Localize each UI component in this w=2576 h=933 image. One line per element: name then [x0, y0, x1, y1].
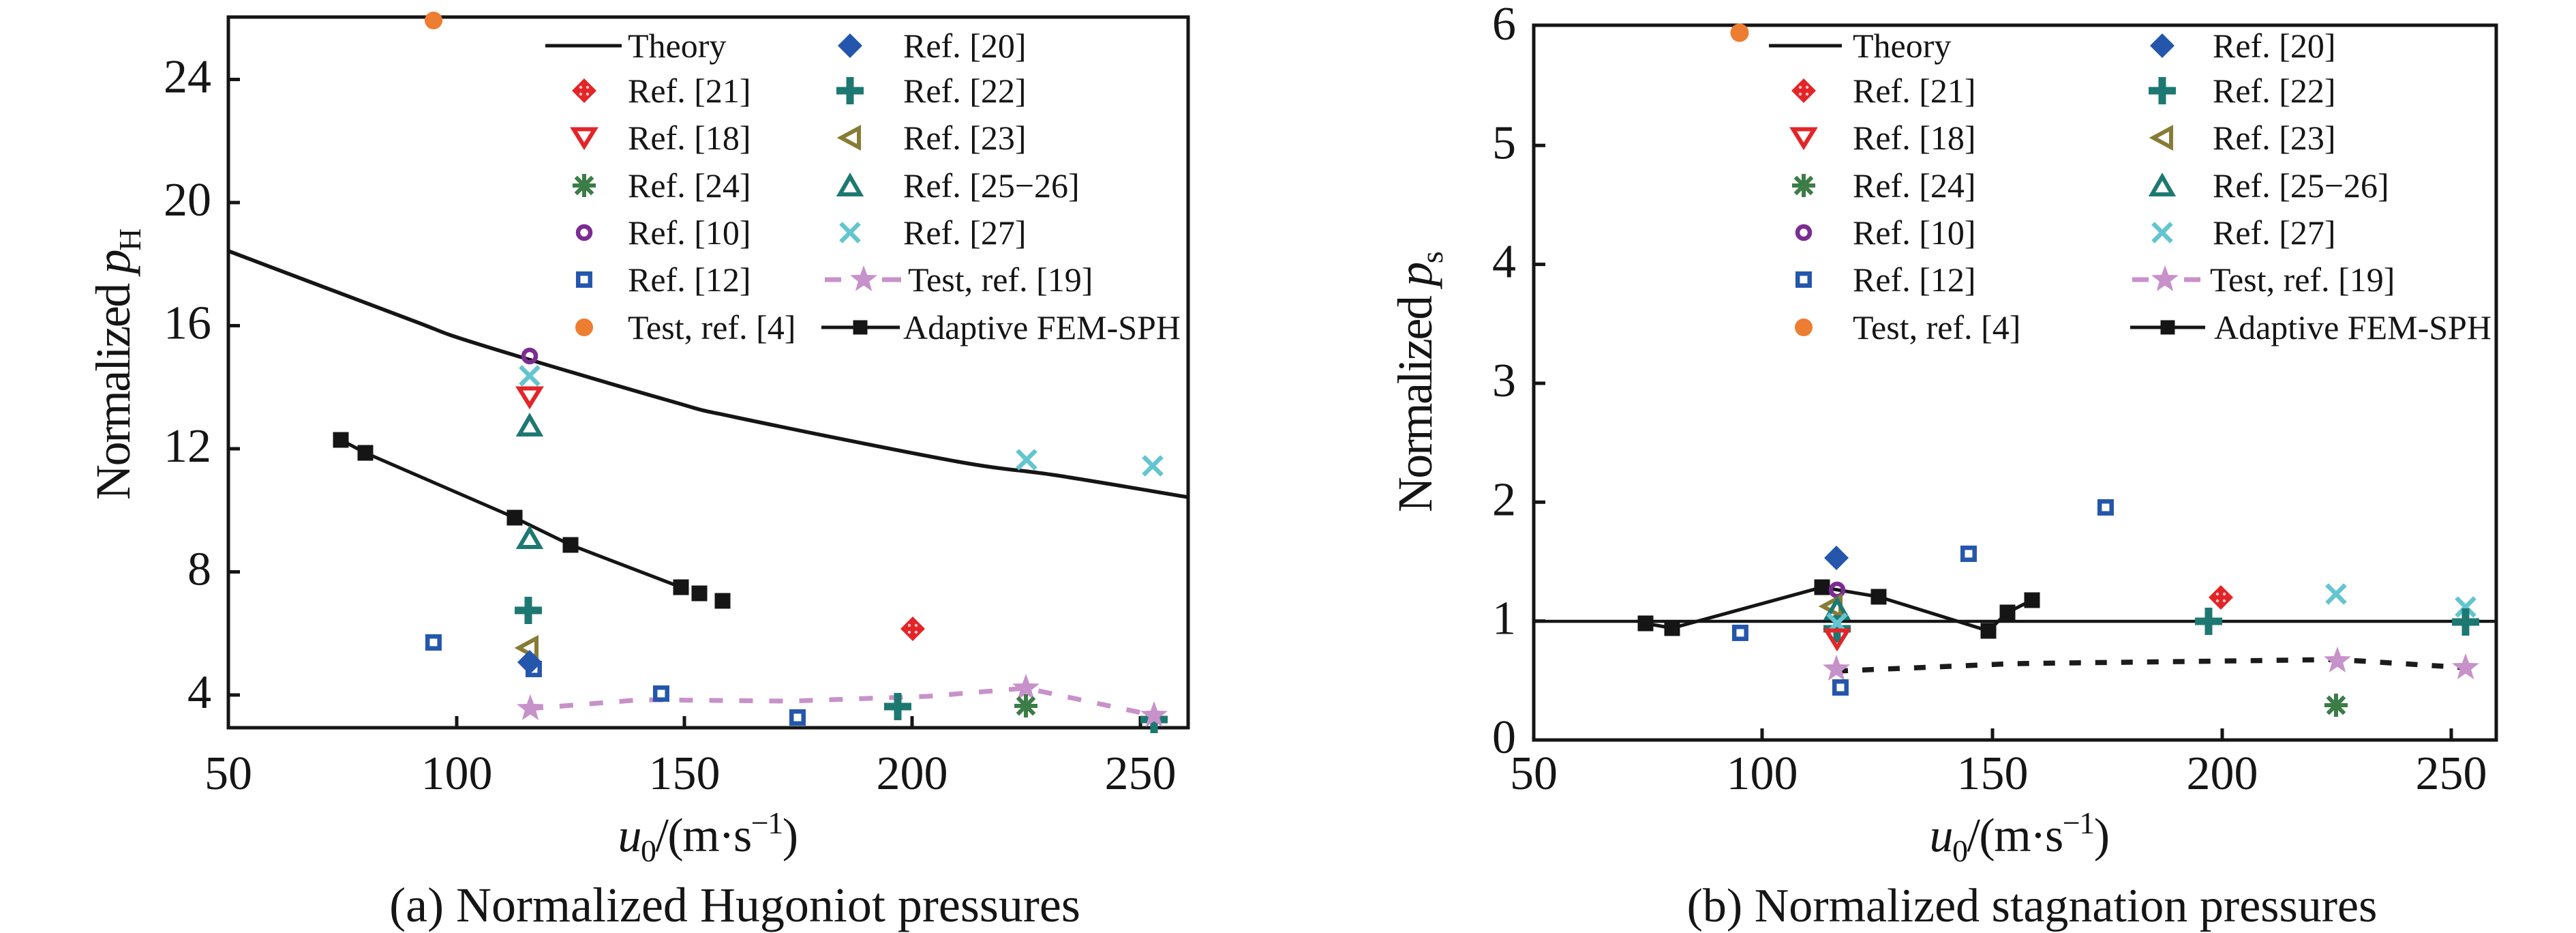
- svg-text:Ref. [12]: Ref. [12]: [1853, 261, 1976, 299]
- svg-text:4: 4: [1492, 236, 1516, 288]
- svg-text:5: 5: [1492, 117, 1516, 169]
- svg-text:(a) Normalized Hugoniot pressu: (a) Normalized Hugoniot pressures: [389, 878, 1080, 932]
- svg-text:Adaptive FEM-SPH: Adaptive FEM-SPH: [903, 308, 1181, 346]
- svg-text:Ref. [25−26]: Ref. [25−26]: [2213, 166, 2389, 205]
- svg-text:Ref. [25−26]: Ref. [25−26]: [903, 166, 1080, 205]
- svg-text:4: 4: [187, 666, 211, 719]
- svg-text:50: 50: [1510, 747, 1558, 800]
- svg-text:Ref. [10]: Ref. [10]: [628, 213, 751, 252]
- svg-text:Ref. [18]: Ref. [18]: [1853, 119, 1976, 157]
- svg-text:Theory: Theory: [628, 27, 726, 65]
- svg-text:250: 250: [1105, 747, 1177, 800]
- svg-text:Ref. [21]: Ref. [21]: [1853, 72, 1976, 110]
- svg-text:150: 150: [1957, 747, 2029, 800]
- svg-text:Ref. [24]: Ref. [24]: [1853, 166, 1976, 205]
- svg-text:Test, ref. [19]: Test, ref. [19]: [908, 261, 1093, 299]
- svg-text:(b) Normalized stagnation pres: (b) Normalized stagnation pressures: [1687, 880, 2378, 932]
- svg-text:16: 16: [164, 297, 211, 350]
- svg-text:Normalized ps: Normalized ps: [1388, 252, 1449, 512]
- svg-text:Ref. [27]: Ref. [27]: [2213, 213, 2336, 252]
- svg-text:Ref. [27]: Ref. [27]: [903, 213, 1027, 252]
- svg-text:Ref. [23]: Ref. [23]: [2213, 119, 2336, 157]
- svg-text:2: 2: [1492, 473, 1516, 526]
- svg-text:250: 250: [2416, 747, 2487, 800]
- svg-text:Ref. [24]: Ref. [24]: [628, 166, 751, 205]
- svg-text:Test, ref. [19]: Test, ref. [19]: [2210, 261, 2395, 299]
- svg-text:Ref. [18]: Ref. [18]: [628, 119, 751, 157]
- svg-text:100: 100: [421, 747, 493, 800]
- svg-text:6: 6: [1492, 0, 1516, 50]
- svg-text:Ref. [22]: Ref. [22]: [2213, 72, 2336, 110]
- svg-text:12: 12: [164, 420, 211, 473]
- svg-text:1: 1: [1492, 593, 1516, 645]
- svg-text:Ref. [23]: Ref. [23]: [903, 119, 1027, 157]
- svg-text:0: 0: [1492, 711, 1516, 764]
- svg-text:u0/(m·s−1): u0/(m·s−1): [618, 805, 797, 868]
- svg-text:Theory: Theory: [1853, 27, 1951, 65]
- svg-text:Ref. [10]: Ref. [10]: [1853, 213, 1976, 252]
- svg-text:50: 50: [204, 747, 252, 800]
- svg-text:100: 100: [1727, 747, 1798, 800]
- svg-text:150: 150: [649, 747, 721, 800]
- svg-text:u0/(m·s−1): u0/(m·s−1): [1929, 805, 2108, 868]
- svg-text:200: 200: [877, 747, 948, 800]
- svg-text:Test, ref. [4]: Test, ref. [4]: [628, 308, 795, 346]
- svg-text:Ref. [20]: Ref. [20]: [903, 27, 1027, 65]
- svg-text:Ref. [12]: Ref. [12]: [628, 261, 751, 299]
- svg-text:Ref. [20]: Ref. [20]: [2213, 27, 2336, 65]
- svg-text:Normalized pH: Normalized pH: [86, 229, 147, 500]
- svg-text:3: 3: [1492, 355, 1516, 407]
- svg-text:20: 20: [164, 174, 211, 226]
- svg-text:8: 8: [187, 544, 211, 596]
- svg-text:Ref. [22]: Ref. [22]: [903, 72, 1027, 110]
- svg-text:200: 200: [2187, 747, 2258, 800]
- svg-text:Ref. [21]: Ref. [21]: [628, 72, 751, 110]
- svg-text:Adaptive FEM-SPH: Adaptive FEM-SPH: [2214, 308, 2491, 346]
- svg-text:Test, ref. [4]: Test, ref. [4]: [1853, 308, 2020, 346]
- svg-text:24: 24: [164, 51, 211, 104]
